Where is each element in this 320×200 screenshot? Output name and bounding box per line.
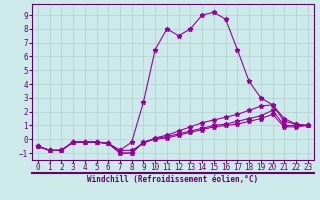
X-axis label: Windchill (Refroidissement éolien,°C): Windchill (Refroidissement éolien,°C) <box>87 175 258 184</box>
